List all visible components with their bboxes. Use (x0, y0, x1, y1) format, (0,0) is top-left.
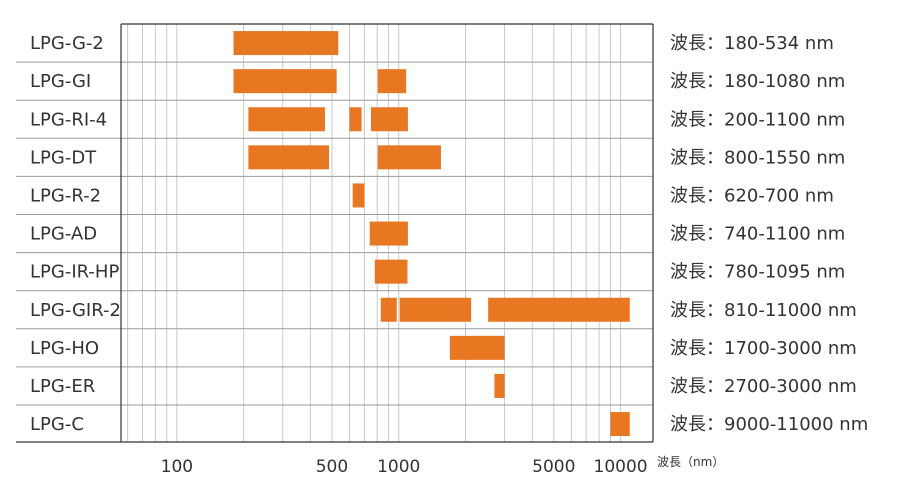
x-tick-label: 500 (316, 457, 348, 477)
row-label: LPG-G-2 (30, 33, 104, 54)
range-bars (233, 31, 630, 437)
range-label: 波長：180-534 nm (670, 33, 834, 54)
range-bar (488, 297, 630, 322)
row-label: LPG-ER (30, 376, 95, 397)
row-label: LPG-HO (30, 338, 99, 359)
row-label: LPG-AD (30, 224, 97, 245)
row-label: LPG-GIR-2 (30, 300, 121, 321)
range-labels: 波長：180-534 nm 波長：180-1080 nm 波長：200-1100 n… (670, 33, 868, 435)
range-bar (449, 335, 505, 360)
range-label: 波長：9000-11000 nm (670, 414, 868, 435)
range-label: 波長：740-1100 nm (670, 224, 845, 245)
row-label: LPG-IR-HP (30, 262, 119, 283)
range-bar (374, 259, 408, 284)
range-bar (610, 412, 630, 437)
range-bar (494, 373, 505, 398)
row-label: LPG-RI-4 (30, 109, 107, 130)
range-bar (377, 69, 407, 94)
range-bar (377, 145, 441, 170)
x-tick-label: 100 (161, 457, 193, 477)
range-label: 波長：780-1095 nm (670, 262, 845, 283)
x-axis-unit-label: 波長（nm） (657, 455, 724, 469)
x-tick-labels: 100 500 1000 5000 10000 (161, 457, 648, 477)
range-bar (233, 69, 337, 94)
range-label: 波長：620-700 nm (670, 185, 834, 206)
row-label: LPG-R-2 (30, 185, 101, 206)
x-tick-label: 5000 (532, 457, 575, 477)
axes (16, 23, 654, 443)
range-label: 波長：810-11000 nm (670, 300, 857, 321)
range-bar (248, 145, 330, 170)
range-label: 波長：2700-3000 nm (670, 376, 857, 397)
row-separators (16, 61, 653, 406)
range-label: 波長：800-1550 nm (670, 147, 845, 168)
range-label: 波長：200-1100 nm (670, 109, 845, 130)
range-bar (380, 297, 397, 322)
x-tick-label: 10000 (594, 457, 648, 477)
range-bar (248, 107, 325, 132)
x-tick-label: 1000 (377, 457, 420, 477)
row-labels: LPG-G-2 LPG-GI LPG-RI-4 LPG-DT LPG-R-2 LPG-AD… (30, 33, 121, 435)
range-bar (352, 183, 365, 208)
range-bar (369, 221, 408, 246)
row-label: LPG-C (30, 414, 84, 435)
row-label: LPG-DT (30, 147, 97, 168)
range-label: 波長：1700-3000 nm (670, 338, 857, 359)
range-bar (399, 297, 472, 322)
range-bar (233, 31, 339, 56)
row-label: LPG-GI (30, 71, 91, 92)
range-label: 波長：180-1080 nm (670, 71, 845, 92)
range-bar (349, 107, 362, 132)
range-bar (371, 107, 408, 132)
